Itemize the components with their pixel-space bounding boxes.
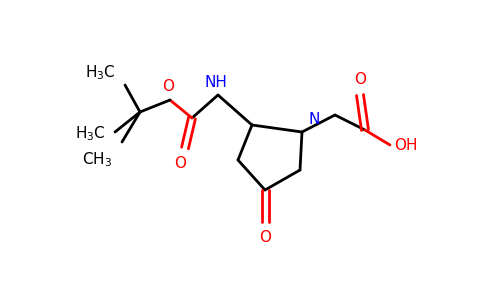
Text: O: O (259, 230, 271, 245)
Text: H$_3$C: H$_3$C (76, 125, 106, 143)
Text: NH: NH (205, 75, 227, 90)
Text: OH: OH (394, 137, 418, 152)
Text: CH$_3$: CH$_3$ (82, 150, 112, 169)
Text: O: O (162, 79, 174, 94)
Text: O: O (174, 156, 186, 171)
Text: N: N (308, 112, 319, 127)
Text: O: O (354, 72, 366, 87)
Text: H$_3$C: H$_3$C (85, 63, 116, 82)
